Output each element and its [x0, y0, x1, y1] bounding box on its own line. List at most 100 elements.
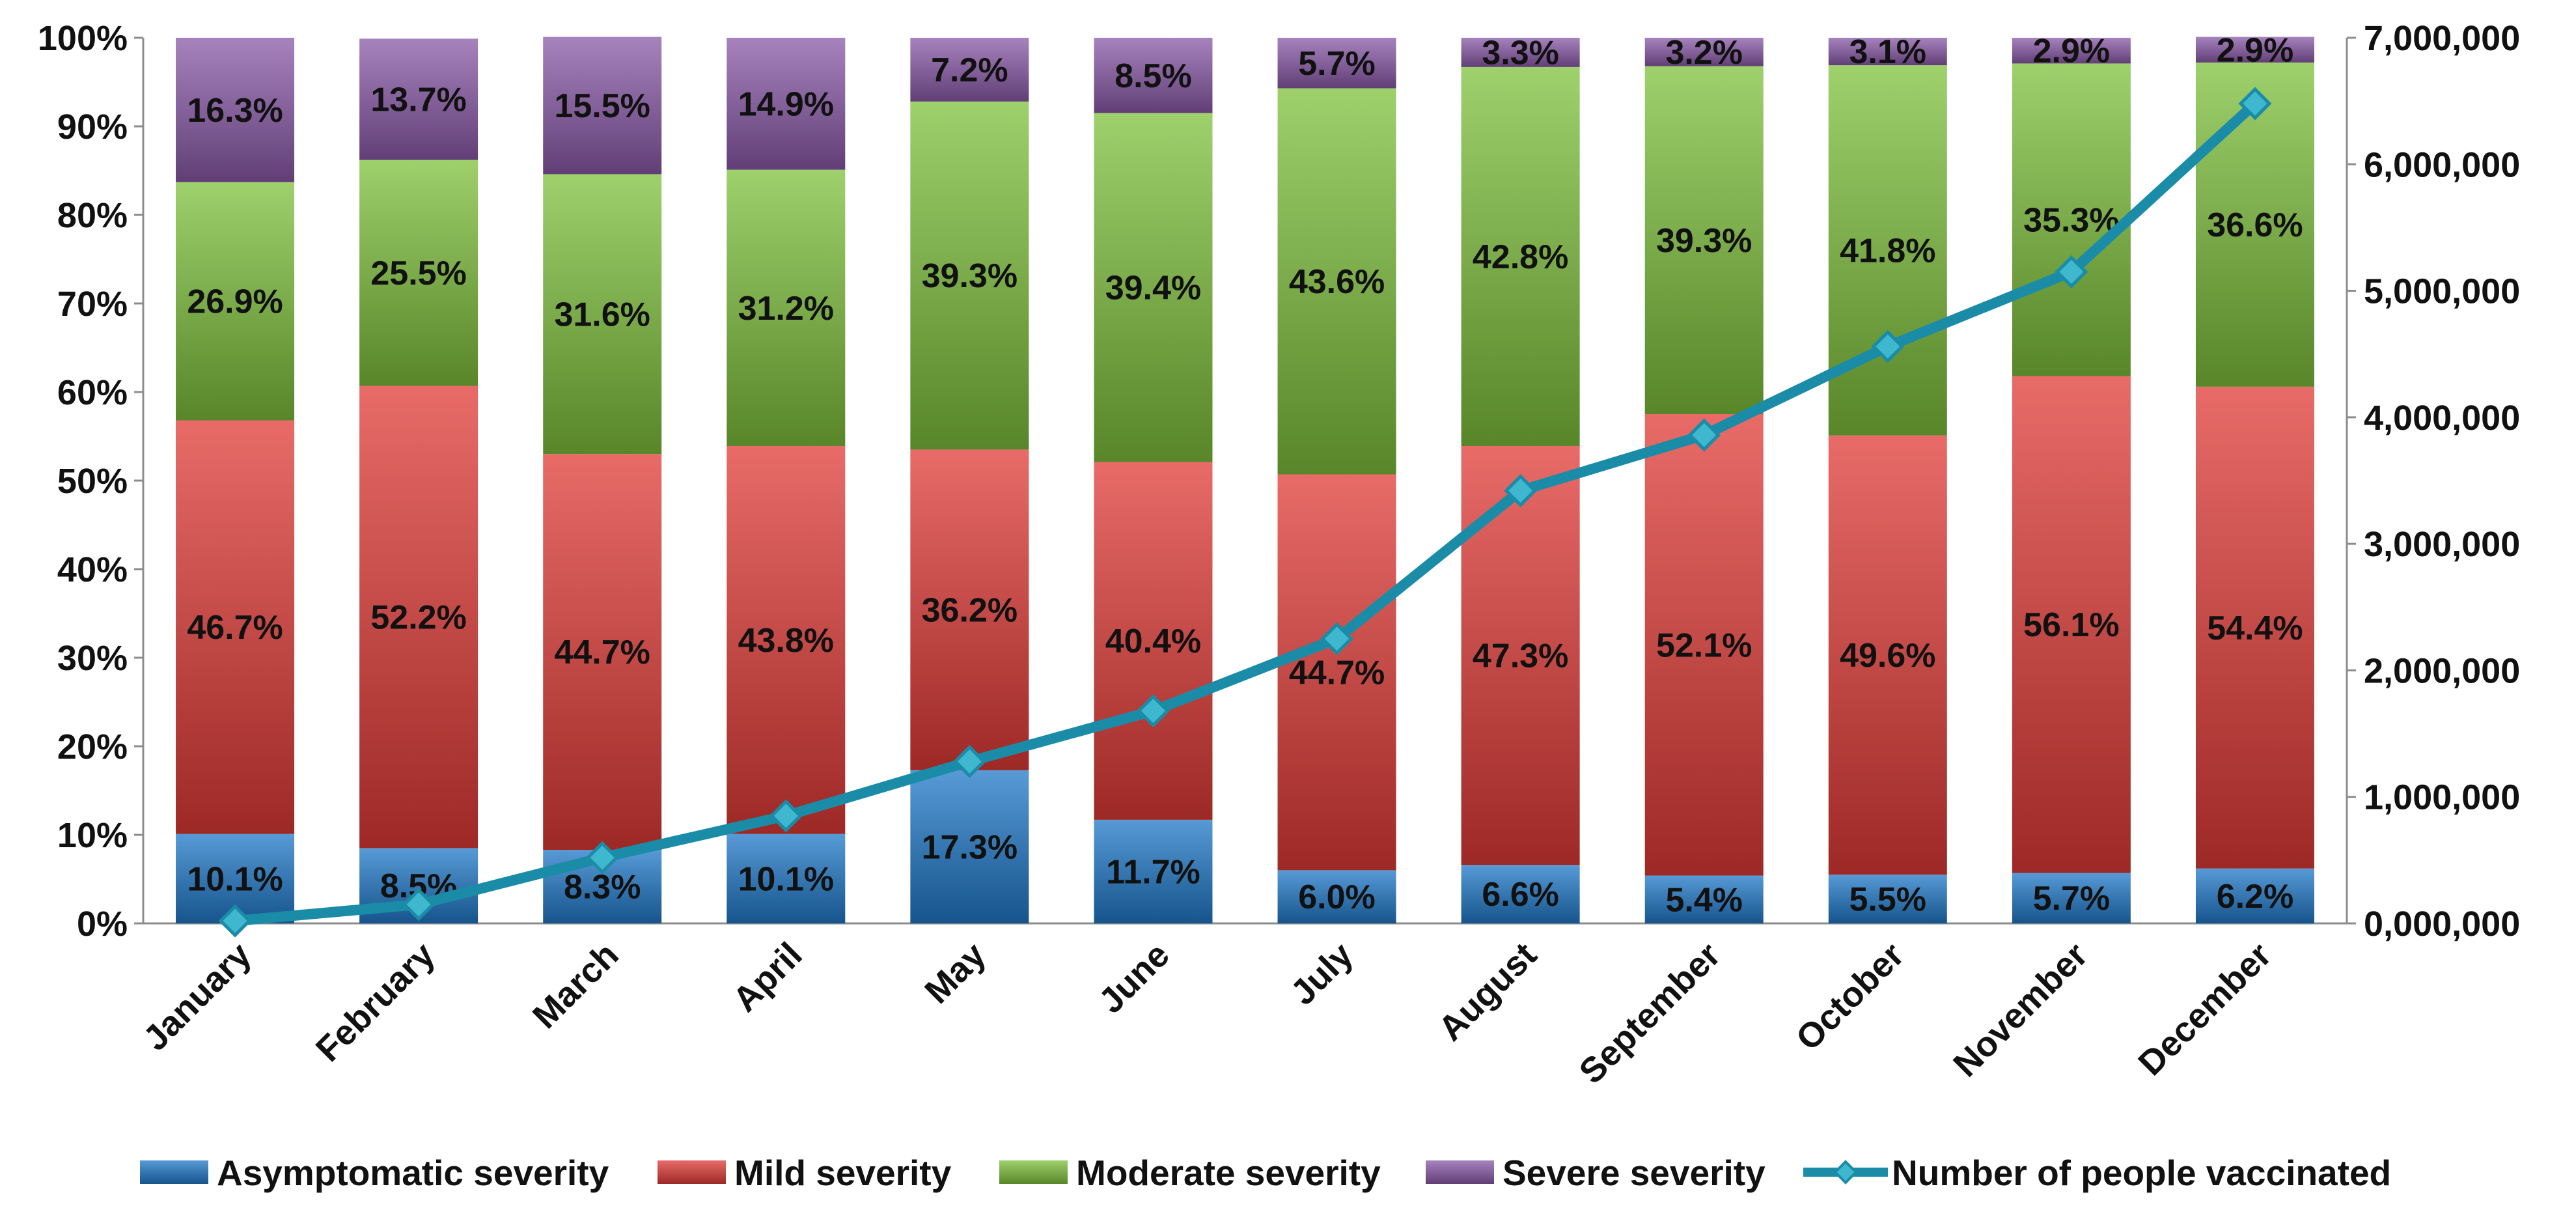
bar-segment	[1828, 65, 1947, 436]
data-label: 10.1%	[738, 860, 834, 898]
data-label: 39.3%	[1656, 222, 1752, 260]
vaccinated-point	[1687, 418, 1721, 452]
data-label: 5.7%	[1298, 45, 1376, 83]
legend-swatch	[658, 1160, 726, 1184]
axes: 0% 10% 20% 30% 40% 50% 60% 70% 80% 90% 100% 0,000,0…	[38, 19, 2520, 944]
category-label: July	[1283, 935, 1361, 1013]
category-label: August	[1431, 935, 1544, 1048]
data-label: 25.5%	[370, 255, 466, 292]
data-label: 39.4%	[1105, 270, 1201, 307]
data-label: 6.2%	[2217, 878, 2294, 916]
bar-segment	[727, 169, 846, 446]
data-label: 44.7%	[1289, 654, 1385, 692]
data-label: 3.3%	[1482, 34, 1559, 72]
left-tick-label: 20%	[57, 727, 128, 766]
data-label: 15.5%	[554, 87, 650, 125]
right-tick-label: 7,000,000	[2364, 19, 2520, 58]
bar-segment	[2195, 36, 2314, 63]
bar-segment	[176, 420, 295, 834]
legend-swatch	[1426, 1160, 1494, 1184]
bar-segment	[1277, 474, 1396, 871]
bar-segment	[1828, 38, 1947, 66]
bar-segment	[1828, 875, 1947, 923]
data-label: 11.7%	[1106, 853, 1200, 891]
bar-segment	[543, 174, 662, 455]
bar-segment	[1277, 870, 1396, 923]
legend-marker	[1833, 1160, 1858, 1185]
category-labels: January February March April May June July Augu…	[136, 935, 2279, 1091]
bar-segment	[727, 445, 846, 834]
vaccinated-point	[585, 841, 619, 875]
bar-segment	[1644, 414, 1764, 876]
data-label: 3.2%	[1665, 34, 1743, 72]
bar-segment	[2195, 868, 2314, 923]
bar-segment	[543, 36, 662, 175]
right-tick-label: 3,000,000	[2364, 525, 2520, 564]
data-label: 26.9%	[187, 283, 283, 321]
data-label: 43.8%	[738, 622, 834, 660]
bar-segment	[1828, 435, 1947, 875]
bar-segment	[727, 38, 846, 170]
bar-segment	[1461, 66, 1580, 446]
bar-segment	[910, 101, 1029, 450]
bar-segment	[1277, 88, 1396, 475]
data-label: 42.8%	[1473, 238, 1568, 276]
vaccinated-point	[2055, 255, 2088, 288]
data-label: 35.3%	[2023, 201, 2119, 239]
right-tick-label: 0,000,000	[2364, 905, 2520, 944]
vaccinated-point	[2238, 87, 2272, 120]
data-label: 8.5%	[1115, 57, 1192, 95]
left-tick-label: 50%	[57, 462, 128, 501]
vaccinated-point	[1320, 622, 1354, 656]
data-label: 36.6%	[2207, 206, 2303, 244]
data-label: 31.6%	[554, 296, 650, 333]
data-label: 39.3%	[922, 257, 1018, 295]
bar-segment	[1277, 38, 1396, 89]
data-label: 52.2%	[370, 598, 466, 636]
left-tick-label: 70%	[57, 285, 128, 324]
bar-segment	[2012, 873, 2131, 923]
legend-swatch	[140, 1160, 208, 1184]
category-label: October	[1788, 935, 1911, 1058]
data-label: 31.2%	[738, 290, 834, 328]
right-tick-label: 2,000,000	[2364, 651, 2520, 690]
category-label: January	[136, 935, 259, 1058]
legend-label: Severe severity	[1503, 1153, 1766, 1193]
data-label: 56.1%	[2023, 606, 2119, 644]
bar-segment	[1644, 66, 1764, 414]
data-label: 6.6%	[1482, 876, 1559, 914]
data-label: 2.9%	[2217, 31, 2294, 69]
right-tick-label: 5,000,000	[2364, 272, 2520, 311]
bar-segment	[1094, 462, 1213, 820]
vaccinated-point	[1136, 694, 1170, 728]
data-label: 44.7%	[554, 634, 650, 671]
data-label: 47.3%	[1473, 638, 1568, 675]
category-label: September	[1572, 935, 1728, 1091]
data-label: 5.7%	[2033, 880, 2111, 918]
data-label: 14.9%	[738, 85, 834, 123]
vaccination-line	[218, 87, 2272, 938]
vaccinated-point	[218, 904, 252, 938]
category-label: April	[725, 935, 809, 1019]
bar-segment	[2012, 63, 2131, 376]
right-tick-label: 1,000,000	[2364, 778, 2520, 817]
data-label: 43.6%	[1289, 263, 1385, 301]
left-tick-label: 30%	[57, 639, 128, 678]
left-tick-label: 0%	[77, 905, 128, 944]
data-label: 46.7%	[187, 609, 283, 647]
bar-segment	[176, 38, 295, 182]
data-labels: 10.1% 46.7% 26.9% 16.3% 8.5% 52.2% 25.5% 13.7% 8…	[187, 31, 2303, 919]
left-tick-label: 60%	[57, 373, 128, 412]
legend: Asymptomatic severity Mild severity Modera…	[140, 1153, 2391, 1193]
bar-segment	[543, 454, 662, 850]
left-tick-label: 80%	[57, 196, 128, 235]
legend-swatch	[999, 1160, 1068, 1184]
bar-segment	[910, 449, 1029, 770]
bar-segment	[2012, 376, 2131, 873]
left-tick-label: 10%	[57, 816, 128, 855]
bar-segment	[1094, 38, 1213, 113]
data-label: 5.5%	[1849, 881, 1927, 919]
bar-segment	[2012, 38, 2131, 64]
bar-segment	[359, 386, 478, 849]
